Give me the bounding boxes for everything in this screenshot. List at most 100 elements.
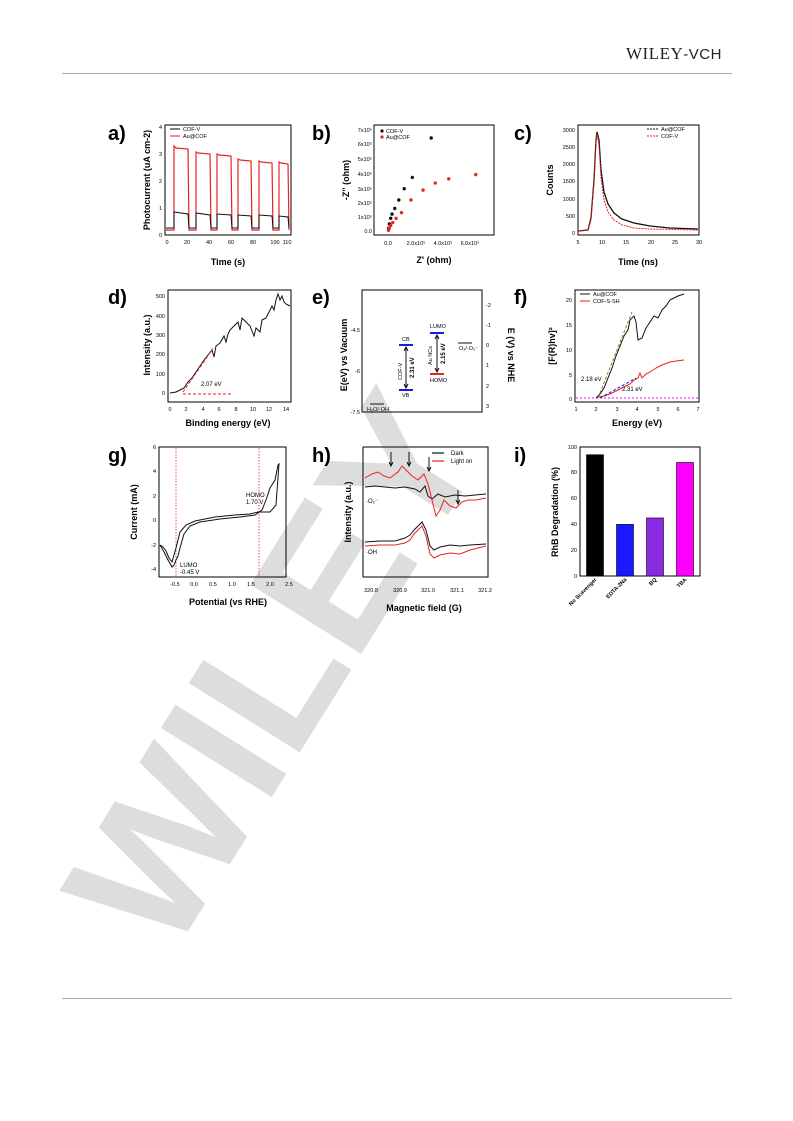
tick: 4x10⁵	[358, 171, 372, 178]
legend-dark: Dark	[451, 451, 465, 457]
tick: -0.5	[170, 582, 179, 588]
peak-arrow-3	[426, 457, 432, 473]
tick: 60	[571, 496, 577, 502]
panel-h: h) Magnetic field (G) Intensity (a.u.) 3…	[312, 445, 492, 613]
cof-v-photocurrent-curve	[166, 211, 290, 229]
o2-dark-spectrum	[364, 484, 487, 500]
tick: 4	[635, 407, 638, 413]
o2-radical-label: ·O₂⁻	[366, 499, 378, 505]
panel-i-frame	[579, 446, 701, 577]
bar-edta-2na	[616, 524, 634, 577]
peak-arrow-2	[406, 452, 412, 468]
panel-d-label: d)	[108, 287, 127, 309]
header-rule	[62, 73, 732, 74]
panel-b: b) Z' (ohm) -Z'' (ohm) 0.0 2.0x10⁵ 4.0x1…	[312, 123, 495, 265]
panel-b-points	[386, 136, 478, 232]
publisher-suffix: -VCH	[683, 46, 722, 63]
panel-g-ylabel: Current (mA)	[129, 484, 139, 540]
legend-cof-v: COF-V	[183, 127, 200, 133]
point-au-cof	[433, 181, 437, 185]
panel-a-xlabel: Time (s)	[211, 257, 245, 267]
panel-c-yticks: 0 500 1000 1500 2000 2500 3000	[563, 128, 575, 237]
tick: 321.0	[421, 588, 435, 594]
category-label: TBA	[676, 577, 688, 589]
legend-cof-v: COF-V	[661, 134, 678, 140]
point-au-cof	[399, 210, 404, 215]
tick: 2500	[563, 145, 575, 151]
tick: 4	[201, 407, 204, 413]
category-label: No Scavenger	[568, 577, 599, 608]
tick: -1	[486, 323, 491, 329]
tick: 4	[153, 469, 156, 475]
tick: 0.0	[190, 582, 198, 588]
tick: 1	[486, 363, 489, 369]
tick: 1.5	[247, 582, 255, 588]
cof-s-sh-fit	[599, 377, 637, 399]
tick: 15	[566, 323, 572, 329]
tick: 1.0	[228, 582, 236, 588]
panel-h-label: h)	[312, 445, 331, 467]
panel-e-frame	[361, 289, 483, 413]
tick: -6	[355, 369, 360, 375]
vb-xps-curve	[169, 292, 291, 394]
panel-b-xticks: 0.0 2.0x10⁵ 4.0x10⁵ 6.0x10⁵	[384, 240, 479, 247]
lumo-value: -0.45 V	[180, 570, 199, 576]
o2-label: O₂/·O₂⁻	[459, 346, 478, 352]
tick: 6.0x10⁵	[461, 240, 480, 247]
au-cof-tauc-curve	[595, 293, 685, 399]
panel-d-frame	[167, 289, 292, 403]
tick: 3	[159, 152, 162, 158]
tick: 1500	[563, 179, 575, 185]
tick: 110	[283, 240, 292, 246]
panel-c-xlabel: Time (ns)	[618, 257, 658, 267]
point-au-cof	[394, 216, 398, 221]
tick: 6	[153, 445, 156, 451]
homo-value: 1.70 V	[246, 500, 263, 506]
panel-f-xticks: 1 2 3 4 5 6 7	[574, 407, 699, 413]
oh-radical-label: ·OH	[366, 550, 377, 556]
cof-label: COF-V	[398, 363, 404, 380]
tick: 20	[566, 298, 572, 304]
bar-no-scavenger	[586, 454, 604, 577]
tick: 100	[156, 372, 165, 378]
bar-bq	[646, 517, 664, 577]
legend-cof-v: COF-V	[386, 129, 403, 135]
panel-h-ylabel: Intensity (a.u.)	[343, 481, 353, 542]
tick: 1	[159, 206, 162, 212]
tick: 40	[571, 522, 577, 528]
tick: 80	[250, 240, 256, 246]
point-au-cof	[421, 188, 425, 192]
tick: 3	[615, 407, 618, 413]
au-cof-decay-curve	[577, 131, 699, 232]
tick: 1	[574, 407, 577, 413]
vb-label: VB	[402, 393, 410, 399]
cof-v-decay-curve	[577, 133, 699, 232]
panel-c-frame	[577, 124, 700, 236]
panel-a-frame	[164, 124, 292, 236]
tick: 400	[156, 314, 165, 320]
panel-f-yticks: 0 5 10 15 20	[566, 298, 572, 403]
tick: 30	[696, 240, 702, 246]
panel-g-frame	[158, 446, 287, 578]
tick: 3	[486, 404, 489, 410]
h2o-label: H₂O/·OH	[367, 407, 389, 413]
panel-a: a) Time (s) Photocurrent (uA cm-2) 0 20 …	[108, 123, 292, 267]
panel-h-xlabel: Magnetic field (G)	[386, 603, 462, 613]
tick: 0	[159, 233, 162, 239]
tick: 100	[568, 445, 577, 451]
tick: 80	[571, 470, 577, 476]
panel-d-yticks: 0 100 200 300 400 500	[156, 294, 165, 397]
tick: 15	[623, 240, 629, 246]
tick: 14	[283, 407, 289, 413]
tick: 20	[571, 548, 577, 554]
legend-au-cof: Au@COF	[593, 292, 618, 298]
cof-gap-arrowheads	[403, 345, 409, 390]
point-au-cof	[447, 177, 451, 181]
point-au-cof	[389, 223, 393, 228]
legend-au-cof: Au@COF	[183, 134, 208, 140]
tick: 500	[566, 214, 575, 220]
tick: 0	[153, 518, 156, 524]
category-label: BQ	[648, 577, 659, 588]
panel-i: i) RhB Degradation (%) 0 20 40 60 80 100…	[514, 445, 701, 608]
tick: 0	[165, 240, 168, 246]
